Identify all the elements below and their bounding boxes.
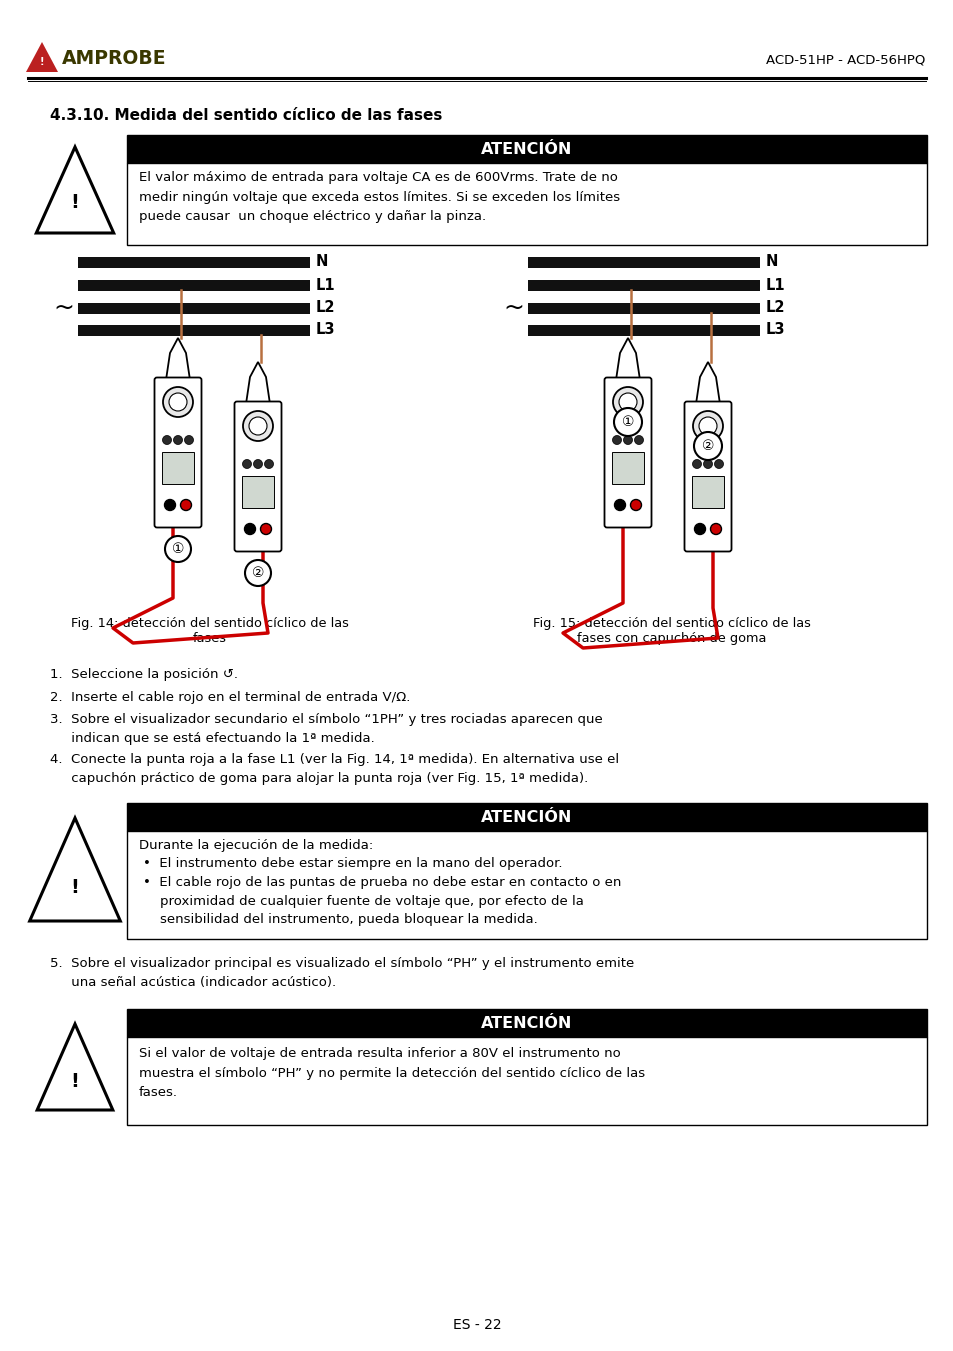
Polygon shape [696, 362, 720, 404]
Text: 4.  Conecte la punta roja a la fase L1 (ver la Fig. 14, 1ª medida). En alternati: 4. Conecte la punta roja a la fase L1 (v… [50, 753, 618, 785]
Text: 5.  Sobre el visualizador principal es visualizado el símbolo “PH” y el instrume: 5. Sobre el visualizador principal es vi… [50, 957, 634, 989]
Bar [527, 280, 760, 290]
Bar [612, 453, 643, 484]
Circle shape [180, 500, 192, 511]
Bar [78, 303, 310, 313]
Circle shape [612, 435, 620, 444]
Circle shape [245, 561, 271, 586]
Text: •  El instrumento debe estar siempre en la mano del operador.: • El instrumento debe estar siempre en l… [143, 857, 562, 870]
Circle shape [242, 459, 252, 469]
Polygon shape [166, 338, 190, 380]
Circle shape [162, 435, 172, 444]
Circle shape [699, 417, 717, 435]
Circle shape [702, 459, 712, 469]
Text: ATENCIÓN: ATENCIÓN [481, 1016, 572, 1031]
Text: ①: ① [621, 415, 634, 430]
Bar [127, 135, 926, 163]
Bar [162, 453, 193, 484]
Circle shape [614, 500, 625, 511]
Circle shape [614, 408, 641, 436]
Text: ②: ② [701, 439, 714, 453]
Circle shape [630, 500, 640, 511]
Polygon shape [616, 338, 639, 380]
Text: L2: L2 [315, 300, 335, 316]
Text: 2.  Inserte el cable rojo en el terminal de entrada V/Ω.: 2. Inserte el cable rojo en el terminal … [50, 690, 410, 704]
Circle shape [173, 435, 182, 444]
Text: ①: ① [172, 542, 184, 557]
Text: Fig. 15: detección del sentido cíclico de las: Fig. 15: detección del sentido cíclico d… [533, 617, 810, 630]
Text: 3.  Sobre el visualizador secundario el símbolo “1PH” y tres rociadas aparecen q: 3. Sobre el visualizador secundario el s… [50, 713, 602, 744]
Text: ②: ② [252, 566, 264, 580]
Text: L1: L1 [315, 277, 335, 293]
Circle shape [243, 411, 273, 440]
Circle shape [244, 523, 255, 535]
Text: Fig. 14: detección del sentido cíclico de las: Fig. 14: detección del sentido cíclico d… [71, 617, 349, 630]
Text: ~: ~ [53, 296, 74, 320]
Bar [78, 324, 310, 335]
Circle shape [694, 523, 705, 535]
Text: !: ! [71, 193, 79, 212]
Text: ES - 22: ES - 22 [453, 1319, 500, 1332]
Text: fases: fases [193, 632, 227, 644]
Text: !: ! [40, 57, 44, 68]
Circle shape [184, 435, 193, 444]
Text: L3: L3 [315, 323, 335, 338]
Bar [527, 257, 760, 267]
Text: !: ! [71, 878, 79, 897]
Text: N: N [765, 254, 778, 269]
Bar [127, 163, 926, 245]
Circle shape [623, 435, 632, 444]
Circle shape [613, 386, 642, 417]
Text: L1: L1 [765, 277, 785, 293]
Text: L3: L3 [765, 323, 784, 338]
FancyBboxPatch shape [154, 377, 201, 527]
Polygon shape [26, 42, 58, 72]
Circle shape [249, 417, 267, 435]
Text: ATENCIÓN: ATENCIÓN [481, 809, 572, 824]
Circle shape [692, 411, 722, 440]
Text: Si el valor de voltaje de entrada resulta inferior a 80V el instrumento no
muest: Si el valor de voltaje de entrada result… [139, 1047, 644, 1098]
Bar [127, 831, 926, 939]
Text: fases con capuchón de goma: fases con capuchón de goma [577, 632, 766, 644]
Bar [527, 324, 760, 335]
Text: N: N [315, 254, 328, 269]
FancyBboxPatch shape [234, 401, 281, 551]
Bar [78, 257, 310, 267]
Circle shape [693, 432, 721, 459]
Text: ATENCIÓN: ATENCIÓN [481, 142, 572, 157]
FancyBboxPatch shape [604, 377, 651, 527]
Text: ~: ~ [503, 296, 524, 320]
Circle shape [264, 459, 274, 469]
Text: El valor máximo de entrada para voltaje CA es de 600Vrms. Trate de no
medir ning: El valor máximo de entrada para voltaje … [139, 172, 619, 223]
Text: AMPROBE: AMPROBE [62, 50, 167, 69]
Circle shape [710, 523, 720, 535]
Circle shape [692, 459, 700, 469]
Polygon shape [246, 362, 270, 404]
Bar [691, 476, 723, 508]
Circle shape [634, 435, 643, 444]
Circle shape [164, 500, 175, 511]
Bar [78, 280, 310, 290]
Bar [242, 476, 274, 508]
Text: ACD-51HP - ACD-56HPQ: ACD-51HP - ACD-56HPQ [765, 54, 924, 66]
Bar [127, 1009, 926, 1038]
Circle shape [163, 386, 193, 417]
Text: 4.3.10. Medida del sentido cíclico de las fases: 4.3.10. Medida del sentido cíclico de la… [50, 108, 442, 123]
Circle shape [618, 393, 637, 411]
Text: •  El cable rojo de las puntas de prueba no debe estar en contacto o en
    prox: • El cable rojo de las puntas de prueba … [143, 875, 620, 925]
Bar [127, 802, 926, 831]
Circle shape [260, 523, 272, 535]
Bar [527, 303, 760, 313]
Text: !: ! [71, 1073, 79, 1092]
Circle shape [714, 459, 722, 469]
Text: L2: L2 [765, 300, 784, 316]
FancyBboxPatch shape [684, 401, 731, 551]
Bar [127, 1038, 926, 1125]
Text: Durante la ejecución de la medida:: Durante la ejecución de la medida: [139, 839, 373, 852]
Circle shape [169, 393, 187, 411]
Text: 1.  Seleccione la posición ↺.: 1. Seleccione la posición ↺. [50, 667, 237, 681]
Circle shape [165, 536, 191, 562]
Circle shape [253, 459, 262, 469]
